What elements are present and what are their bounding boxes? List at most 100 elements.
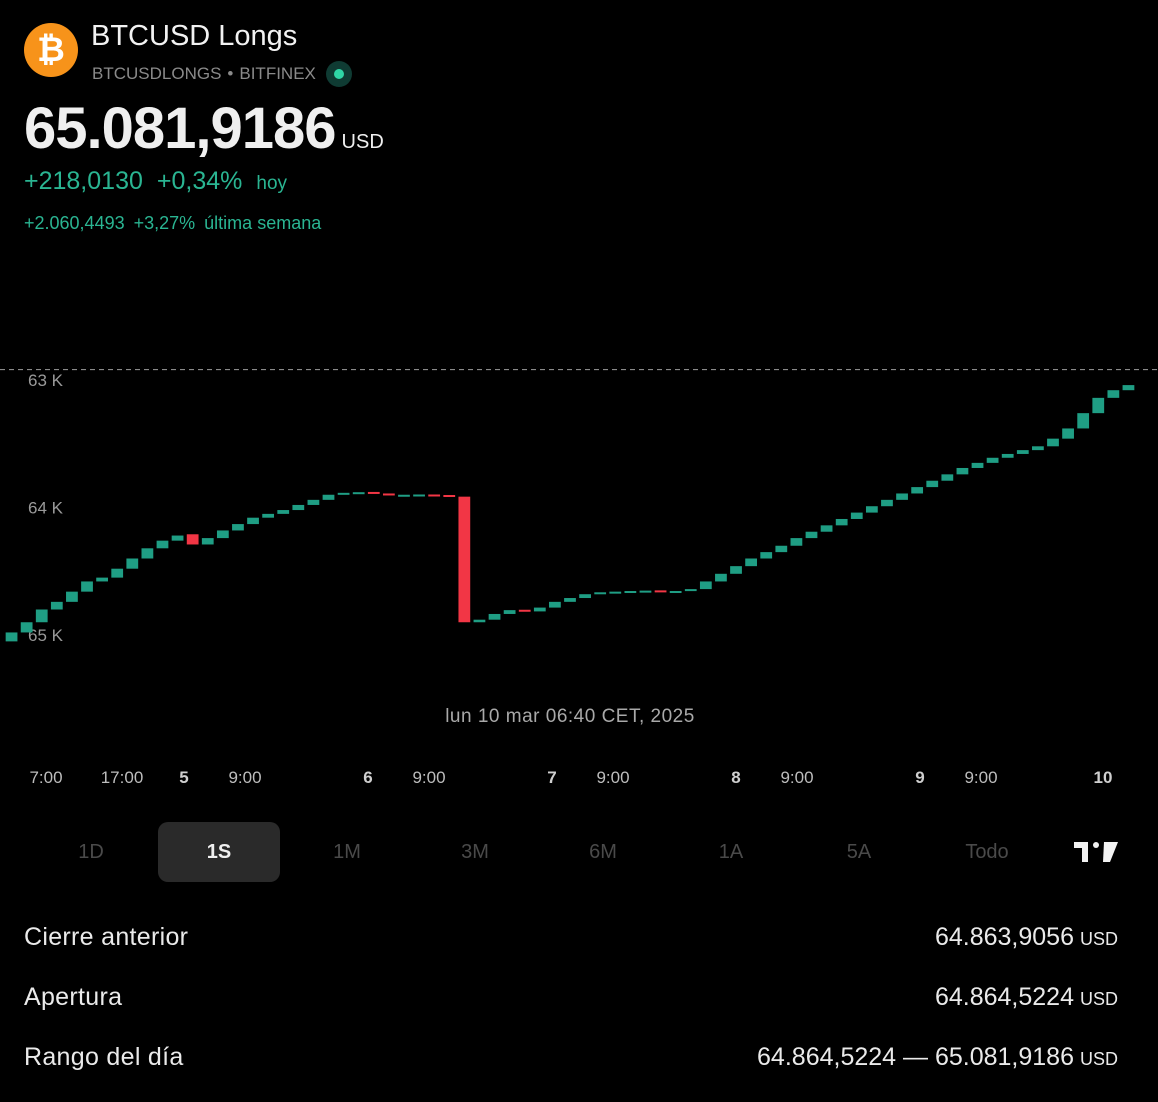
candle <box>624 591 637 594</box>
candle <box>533 607 546 612</box>
candle <box>594 592 607 595</box>
candle <box>35 609 48 623</box>
candle <box>850 512 863 519</box>
candle <box>50 601 63 610</box>
candle <box>96 577 108 582</box>
candle <box>760 552 773 559</box>
candle <box>367 491 380 494</box>
candle <box>1032 446 1044 451</box>
candle <box>201 538 214 545</box>
candle <box>277 510 290 514</box>
stat-day-range: Rango del día 64.864,5224 — 65.081,9186 U… <box>24 1037 1118 1077</box>
x-tick-label: 5 <box>179 768 189 787</box>
candle <box>413 494 425 497</box>
candle <box>398 494 410 497</box>
candle <box>926 480 939 488</box>
candle <box>1062 428 1074 439</box>
stat-label: Cierre anterior <box>24 922 189 951</box>
candle <box>579 594 591 599</box>
x-tick-label: 8 <box>731 768 741 787</box>
x-tick-label: 7:00 <box>29 768 63 787</box>
stat-prev-close: Cierre anterior 64.863,9056 USD <box>24 917 1118 957</box>
candle <box>1122 385 1135 391</box>
stat-unit: USD <box>1079 988 1118 1009</box>
price-currency: USD <box>341 131 384 153</box>
candle <box>111 568 124 578</box>
last-price: 65.081,9186 USD <box>24 95 384 162</box>
candle <box>352 492 365 495</box>
tradingview-logo-icon[interactable] <box>1074 840 1118 864</box>
candle <box>307 499 320 505</box>
candle <box>745 558 758 567</box>
stat-value: 64.864,5224 — 65.081,9186 <box>757 1042 1074 1071</box>
stat-unit: USD <box>1079 928 1118 949</box>
range-button-1d[interactable]: 1D <box>78 840 104 863</box>
candle <box>186 534 199 545</box>
y-tick-label: 64 K <box>28 499 64 518</box>
range-button-todo[interactable]: Todo <box>965 840 1009 863</box>
candle <box>609 591 622 594</box>
stat-value: 64.863,9056 <box>934 922 1074 951</box>
candle <box>564 598 576 602</box>
price-chart[interactable]: 65 K 64 K 63 K <box>0 340 1158 680</box>
candle <box>941 474 954 481</box>
x-tick-label: 6 <box>363 768 373 787</box>
y-tick-label: 65 K <box>28 626 64 645</box>
range-button-1a[interactable]: 1A <box>718 840 744 863</box>
price-value: 65.081,9186 <box>24 96 337 161</box>
weekly-change: +2.060,4493 +3,27% última semana <box>24 213 321 234</box>
candle <box>247 517 259 525</box>
stat-unit: USD <box>1079 1048 1118 1069</box>
candle <box>730 566 742 574</box>
y-tick-label: 63 K <box>28 371 64 390</box>
range-button-1s[interactable]: 1S <box>158 822 280 882</box>
candle <box>956 467 969 475</box>
symbol-subtitle: BTCUSDLONGS • BITFINEX <box>92 61 352 87</box>
change-value: +218,0130 <box>24 167 143 195</box>
symbol-name: BTCUSD Longs <box>91 20 298 52</box>
candle <box>126 558 139 569</box>
candle <box>775 545 788 553</box>
market-open-dot-icon <box>325 61 352 87</box>
exchange: BITFINEX <box>239 64 316 83</box>
range-button-1m[interactable]: 1M <box>333 840 361 863</box>
candle <box>971 462 984 468</box>
candle <box>141 548 154 559</box>
candle <box>382 493 395 496</box>
candle <box>715 573 727 582</box>
candle <box>986 457 999 463</box>
x-tick-label: 9:00 <box>964 768 998 787</box>
candle <box>820 525 833 532</box>
candle <box>1001 453 1014 458</box>
candle <box>1047 438 1059 447</box>
candle <box>835 518 848 526</box>
candle <box>699 581 712 590</box>
candle <box>684 589 697 592</box>
candle <box>20 622 33 633</box>
range-button-6m[interactable]: 6M <box>589 840 617 863</box>
candle <box>171 535 184 541</box>
x-tick-label: 9 <box>915 768 925 787</box>
range-selector: 1D 1S 1M 3M 6M 1A 5A Todo <box>0 822 1158 882</box>
candle <box>322 494 335 500</box>
candle <box>1077 413 1090 429</box>
x-tick-label: 17:00 <box>100 768 144 787</box>
candle <box>1107 390 1120 398</box>
candle <box>262 513 275 518</box>
candle <box>458 496 471 623</box>
daily-change: +218,0130 +0,34% hoy <box>24 167 287 196</box>
crosshair-time-label: lun 10 mar 06:40 CET, 2025 <box>445 706 695 727</box>
candle <box>1092 397 1105 414</box>
bitcoin-logo-icon: ₿ <box>24 23 78 77</box>
candle <box>896 493 908 500</box>
range-button-5a[interactable]: 5A <box>846 840 872 863</box>
ticker: BTCUSDLONGS <box>92 64 222 83</box>
week-change-percent: +3,27% <box>133 213 196 233</box>
range-button-3m[interactable]: 3M <box>461 840 489 863</box>
x-tick-label: 7 <box>547 768 557 787</box>
stat-open: Apertura 64.864,5224 USD <box>24 977 1118 1017</box>
candle <box>443 495 456 498</box>
candle <box>669 591 682 594</box>
x-tick-label: 9:00 <box>780 768 814 787</box>
x-tick-label: 9:00 <box>596 768 630 787</box>
